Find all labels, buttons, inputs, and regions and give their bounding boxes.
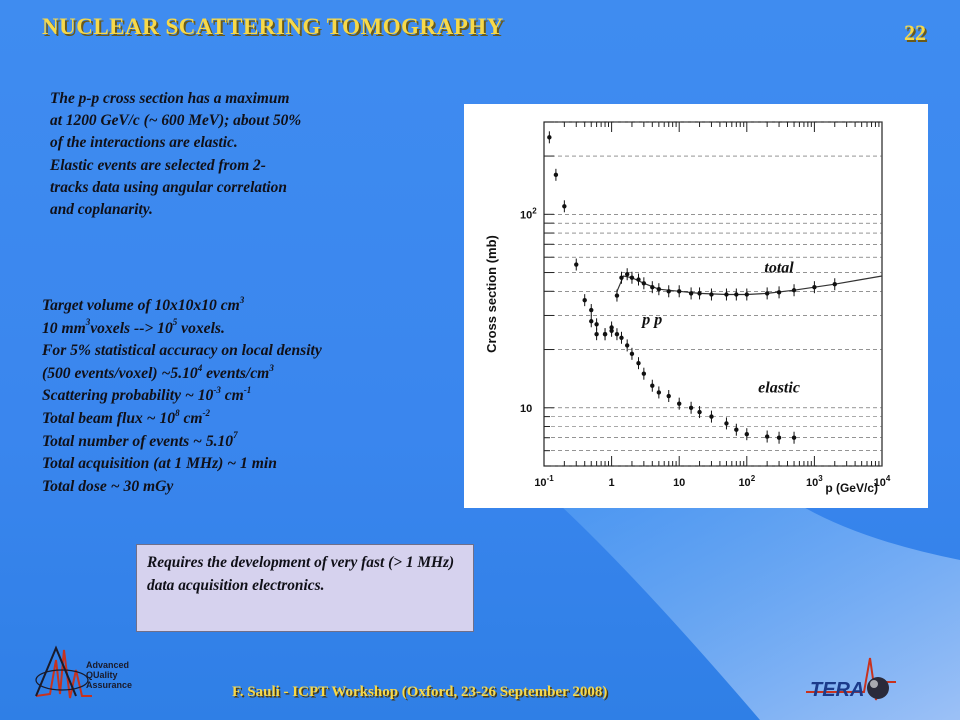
footer-credit: F. Sauli - ICPT Workshop (Oxford, 23-26 … [232,684,608,700]
intro-line: of the interactions are elastic. [50,134,238,152]
data-point-elastic [688,405,694,410]
x-tick-label: 10 [673,477,685,489]
x-tick-label: 1 [609,477,615,489]
data-point-elastic [724,421,729,426]
page-number: 22 [904,20,926,45]
data-point-elastic [589,307,594,313]
data-point-total [574,262,579,267]
aqa-line: Assurance [86,680,132,690]
data-point-total [744,292,749,297]
spec-line: Target volume of 10x10x10 cm3 [42,294,245,314]
data-point-total [776,290,782,295]
fit-curve [616,275,883,296]
annotation-label: elastic [758,379,800,396]
y-tick-label: 102 [520,206,537,221]
data-point-total [624,272,630,277]
data-point-elastic [709,414,714,419]
data-point-total [697,291,702,296]
data-point-total [764,291,770,296]
data-point-total [594,332,599,337]
data-point-elastic [744,432,749,437]
data-point-elastic [641,371,647,376]
data-point-elastic [677,401,682,406]
data-point-total [582,297,587,303]
aqa-line: Advanced [86,660,129,670]
data-point-total [614,293,620,298]
spec-line: (500 events/voxel) ~5.104 events/cm3 [42,362,274,382]
x-tick-label: 104 [874,474,891,489]
data-point-elastic [666,393,671,399]
data-point-elastic [776,435,782,440]
data-point-total [666,289,671,294]
aqa-logo: Advanced QUality Assurance [35,645,132,699]
cross-section-plot: 10-1 1 10 102 103 104 10 102 Cross section (mb) p… [464,104,928,508]
x-tick-label: 103 [806,474,823,489]
data-point-elastic [764,434,770,439]
tera-wordmark: TERA [810,679,864,701]
spec-list: Target volume of 10x10x10 cm3 10 mm3voxe… [42,295,462,498]
tera-logo: TERA [806,657,896,701]
data-point-total [641,281,647,286]
spec-line: Total acquisition (at 1 MHz) ~ 1 min [42,455,277,473]
intro-line: Elastic events are selected from 2- [50,156,266,174]
data-point-total [791,288,797,293]
data-point-elastic [594,322,599,327]
data-point-elastic [629,351,635,357]
spec-line: Total number of events ~ 5.107 [42,430,238,450]
x-tick-label: 102 [738,474,755,489]
annotation-label: total [764,260,794,277]
spec-line: For 5% statistical accuracy on local den… [42,342,322,360]
data-point-total [589,319,594,324]
spec-line: 10 mm3voxels --> 105 voxels. [42,317,225,337]
data-point-elastic [697,409,702,415]
data-point-total [709,292,714,297]
intro-line: at 1200 GeV/c (~ 600 MeV); about 50% [50,112,302,130]
intro-paragraph: The p-p cross section has a maximum at 1… [50,88,420,221]
annotation-label: p p [640,311,662,328]
data-point-elastic [791,435,797,440]
aqa-line: QUality [86,670,118,680]
y-tick-label: 10 [520,403,532,415]
data-point-total [547,135,552,140]
data-point-total [562,204,567,209]
data-point-total [656,287,662,292]
data-point-elastic [619,335,624,340]
data-point-total [619,275,624,280]
x-axis-label: p (GeV/c) [825,481,878,495]
data-point-total [724,292,729,297]
data-point-total [734,292,739,297]
data-point-total [629,275,635,280]
data-point-total [636,277,641,282]
data-point-total [553,172,559,178]
data-point-elastic [656,390,662,395]
intro-line: The p-p cross section has a maximum [50,90,290,107]
data-point-elastic [636,360,641,366]
slide-title: NUCLEAR SCATTERING TOMOGRAPHY [42,14,504,39]
data-point-total [650,284,655,290]
data-point-elastic [650,383,655,388]
spec-line: Total dose ~ 30 mGy [42,477,174,495]
data-point-total [812,284,817,290]
x-tick-label: 10-1 [534,474,554,489]
data-point-elastic [734,427,739,432]
data-point-elastic [602,332,608,337]
intro-line: and coplanarity. [50,201,153,219]
data-point-total [688,291,694,296]
spec-line: Scattering probability ~ 10-3 cm-1 [42,385,252,405]
note-box: Requires the development of very fast (>… [136,544,474,632]
data-point-elastic [609,328,614,333]
y-axis-label: Cross section (mb) [484,235,499,353]
data-point-elastic [624,343,630,348]
data-point-elastic [614,332,620,337]
spec-line: Total beam flux ~ 108 cm-2 [42,407,211,427]
intro-line: tracks data using angular correlation [50,178,287,196]
data-point-total [677,289,682,294]
data-point-total [832,282,837,287]
cross-section-chart: 10-1 1 10 102 103 104 10 102 Cross section (mb) p… [484,121,891,495]
